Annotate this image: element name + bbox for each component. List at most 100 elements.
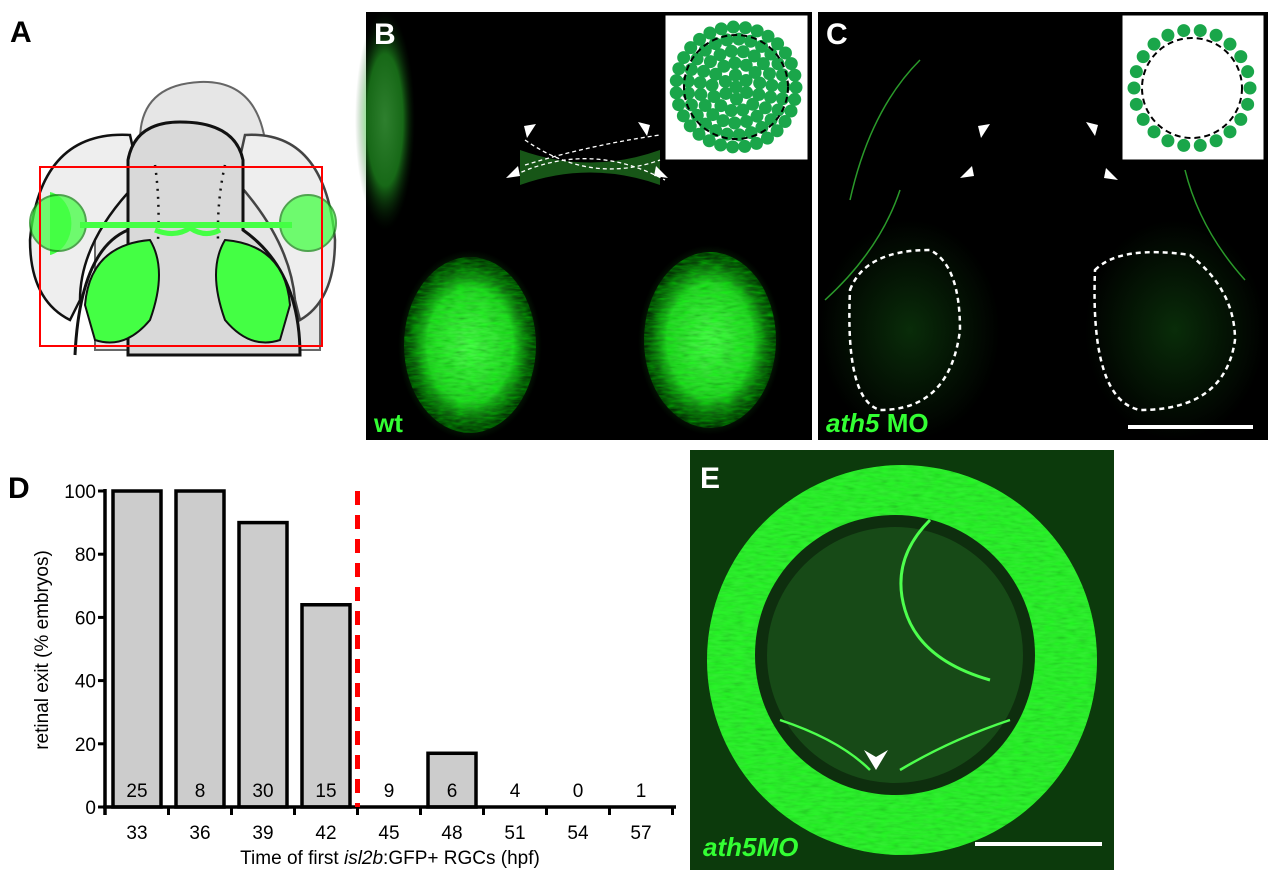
inset-dot: [724, 104, 738, 118]
inset-dot: [788, 68, 802, 82]
scale-bar: [1128, 425, 1253, 429]
inset-dot: [758, 101, 772, 115]
inset-dot: [1209, 28, 1223, 42]
count-label: 15: [315, 781, 336, 802]
x-axis-label: Time of first isl2b:GFP+ RGCs (hpf): [240, 848, 540, 869]
inset-dot: [750, 109, 764, 123]
inset-dot: [1129, 65, 1143, 79]
x-axis-label-suffix: :GFP+ RGCs (hpf): [383, 848, 540, 869]
left-tectum-outline: [848, 248, 962, 412]
panel-a: A: [10, 16, 337, 357]
inset-dot: [762, 67, 776, 81]
y-tick-label: 40: [75, 672, 96, 693]
count-label: 8: [195, 781, 206, 802]
inset-dot: [706, 108, 720, 122]
y-tick-label: 100: [64, 482, 96, 503]
x-axis-label-prefix: Time of first: [240, 848, 344, 869]
panel-b-label: B: [374, 18, 396, 51]
inset-dot: [705, 78, 719, 92]
inset-dot: [761, 29, 775, 43]
y-tick-label: 0: [85, 798, 96, 819]
inset-dot: [694, 88, 708, 102]
x-tick-label: 51: [504, 823, 525, 844]
inset-dot: [1223, 125, 1237, 139]
inset-dot: [713, 48, 727, 62]
inset-dot: [771, 57, 785, 71]
right-tectum-outline: [1093, 250, 1237, 412]
inset-dot: [684, 41, 698, 55]
inset-dot: [714, 22, 728, 36]
inset-dot: [752, 87, 766, 101]
bar-36: [174, 489, 226, 809]
inset-dot: [729, 80, 743, 94]
bar-33: [111, 489, 163, 809]
genotype-label-ath5mo: ath5MO: [703, 832, 798, 862]
inset-dot: [683, 119, 697, 133]
inset-dot: [753, 76, 767, 90]
y-tick-label: 60: [75, 608, 96, 629]
inset-dot: [730, 92, 744, 106]
inset-mo-dot-diagram: [1121, 14, 1265, 161]
inset-dot: [750, 24, 764, 38]
inset-dot: [718, 74, 732, 88]
inset-dot: [717, 59, 731, 73]
inset-dot: [750, 136, 764, 150]
inset-dot: [1177, 24, 1191, 38]
panel-d-label: D: [8, 472, 30, 505]
inset-dot: [692, 127, 706, 141]
count-label: 9: [384, 781, 395, 802]
inset-dot: [789, 80, 803, 94]
inset-dot: [690, 108, 704, 122]
inset-dot: [739, 58, 753, 72]
inset-dot: [1209, 134, 1223, 148]
x-tick-label: 39: [252, 823, 273, 844]
inset-dot: [726, 140, 740, 154]
inset-dot: [738, 139, 752, 153]
inset-dot: [699, 117, 713, 131]
inset-dot: [736, 45, 750, 59]
arrowhead-icons: [960, 122, 1118, 180]
inset-dot: [724, 44, 738, 58]
inset-dot: [770, 124, 784, 138]
inset-dot: [740, 86, 754, 100]
inset-dot: [1243, 81, 1257, 95]
inset-dot: [784, 104, 798, 118]
inset-dot: [1147, 37, 1161, 51]
inset-dot: [714, 138, 728, 152]
inset-dot: [702, 134, 716, 148]
panel-b: B wt: [355, 10, 812, 440]
inset-dot: [788, 92, 802, 106]
inset-dot: [707, 90, 721, 104]
x-tick-label: 42: [315, 823, 336, 844]
panel-e: E ath5MO: [690, 450, 1114, 870]
count-label: 25: [126, 781, 147, 802]
inset-dot: [728, 68, 742, 82]
arrowhead-icons: [506, 122, 668, 178]
inset-dot: [764, 47, 778, 61]
count-label: 0: [573, 781, 584, 802]
inset-dot: [778, 115, 792, 129]
inset-dot: [748, 65, 762, 79]
inset-dot: [771, 37, 785, 51]
inset-dot: [1223, 37, 1237, 51]
inset-dot: [778, 46, 792, 60]
panel-d-chart: D retinal exit (% embryos) Time of first…: [8, 472, 676, 869]
x-tick-label: 57: [630, 823, 651, 844]
inset-dot: [703, 55, 717, 69]
lens-region: [767, 527, 1023, 783]
panel-c: C ath5 MO: [818, 12, 1268, 440]
inset-dot: [672, 98, 686, 112]
inset-dot: [669, 74, 683, 88]
inset-dot: [764, 113, 778, 127]
inset-dot: [760, 131, 774, 145]
scale-bar: [975, 842, 1102, 846]
inset-dot: [1193, 138, 1207, 152]
y-tick-label: 80: [75, 545, 96, 566]
inset-dot: [1147, 125, 1161, 139]
inset-dot: [698, 43, 712, 57]
inset-dot: [736, 103, 750, 117]
inset-dot: [738, 21, 752, 35]
inset-dot: [714, 99, 728, 113]
count-label: 6: [447, 781, 458, 802]
